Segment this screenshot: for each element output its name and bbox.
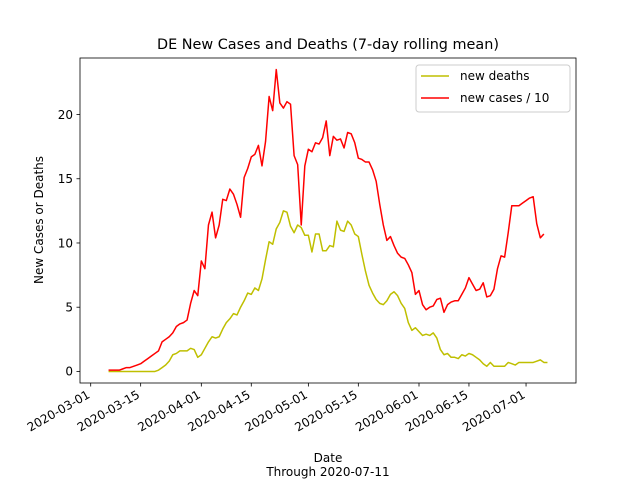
series-line-cases <box>108 68 545 371</box>
y-tick-label: 0 <box>65 365 73 379</box>
legend-label-deaths: new deaths <box>460 69 530 83</box>
y-tick-label: 10 <box>58 236 73 250</box>
legend-label-cases: new cases / 10 <box>460 91 549 105</box>
y-axis-label: New Cases or Deaths <box>32 156 46 284</box>
chart-title: DE New Cases and Deaths (7-day rolling m… <box>157 37 499 53</box>
plot-frame <box>79 57 577 384</box>
y-tick-label: 5 <box>65 301 73 315</box>
series-line-deaths <box>108 210 548 373</box>
legend-box <box>415 64 571 113</box>
x-axis-sublabel: Through 2020-07-11 <box>265 465 389 479</box>
y-tick-label: 20 <box>58 108 73 122</box>
legend: new deaths new cases / 10 <box>415 64 571 113</box>
y-tick-label: 15 <box>58 172 73 186</box>
series-layer <box>108 68 548 373</box>
x-axis-label: Date <box>314 451 343 465</box>
y-axis: 0 5 10 15 20 <box>58 108 80 379</box>
